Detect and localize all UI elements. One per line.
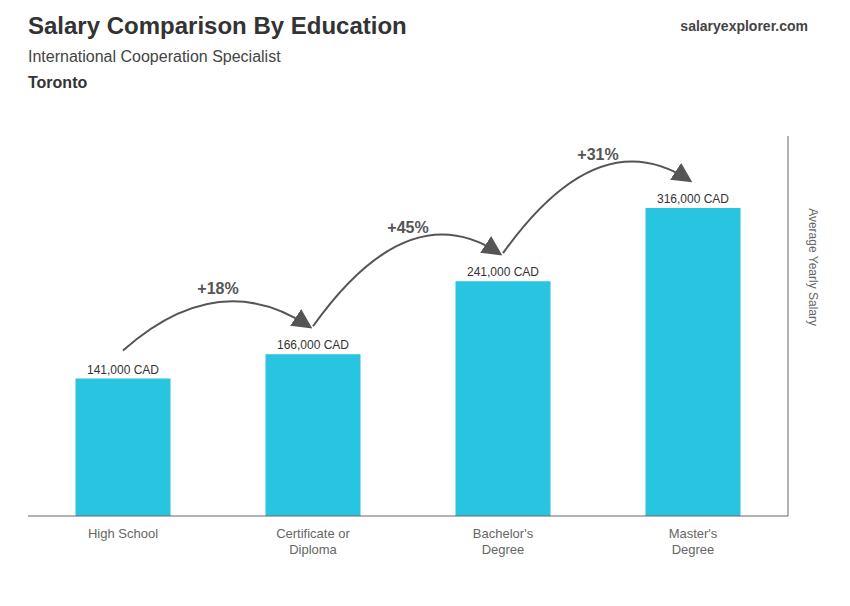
svg-text:Average Yearly Salary: Average Yearly Salary [806, 208, 820, 326]
html-text:Salary Comparison By Education: Salary Comparison By Education [28, 12, 407, 39]
svg-text:High School: High School [88, 526, 158, 541]
html-text:Toronto: Toronto [28, 74, 88, 91]
svg-text:+45%: +45% [387, 219, 428, 236]
svg-text:Master'sDegree: Master'sDegree [669, 526, 718, 557]
svg-text:Certificate orDiploma: Certificate orDiploma [276, 526, 350, 557]
svg-text:+31%: +31% [577, 146, 618, 163]
svg-text:166,000 CAD: 166,000 CAD [277, 338, 349, 352]
svg-text:+18%: +18% [197, 280, 238, 297]
svg-text:241,000 CAD: 241,000 CAD [467, 265, 539, 279]
svg-text:141,000 CAD: 141,000 CAD [87, 363, 159, 377]
svg-text:316,000 CAD: 316,000 CAD [657, 192, 729, 206]
html-text:salaryexplorer.com: salaryexplorer.com [680, 18, 808, 34]
html-text:International Cooperation Spec: International Cooperation Specialist [28, 48, 281, 65]
svg-text:Bachelor'sDegree: Bachelor'sDegree [473, 526, 534, 557]
